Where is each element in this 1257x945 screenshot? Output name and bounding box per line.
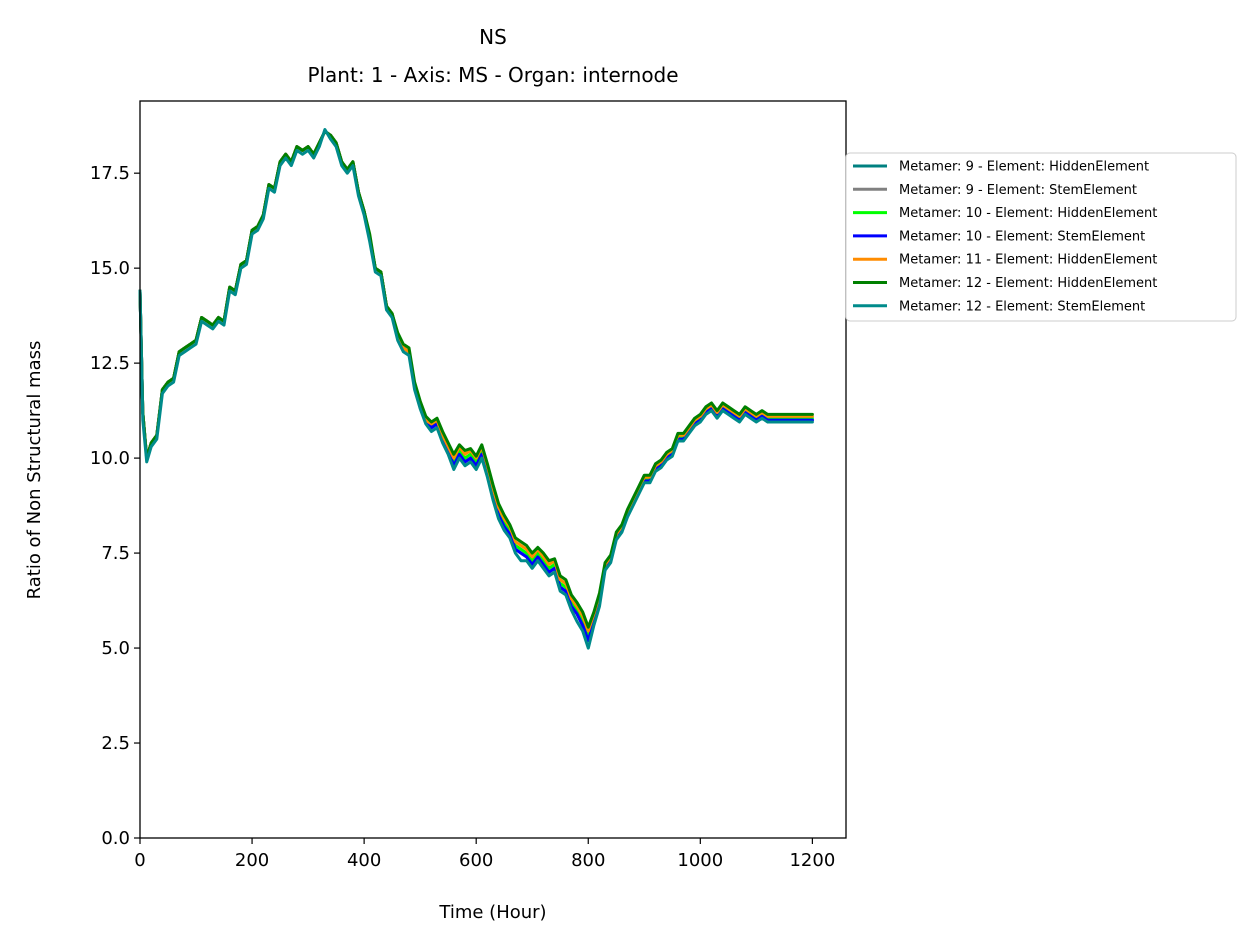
- y-tick-label: 7.5: [101, 543, 130, 564]
- y-tick-label: 5.0: [101, 638, 130, 659]
- y-axis-label: Ratio of Non Structural mass: [24, 341, 45, 600]
- x-tick-label: 600: [459, 850, 493, 871]
- legend-label: Metamer: 10 - Element: HiddenElement: [899, 206, 1157, 221]
- y-tick-label: 17.5: [90, 163, 130, 184]
- y-tick-label: 10.0: [90, 448, 130, 469]
- legend-label: Metamer: 9 - Element: HiddenElement: [899, 160, 1149, 175]
- legend-box: [845, 152, 1237, 322]
- chart-title: NS: [479, 25, 507, 49]
- y-tick-label: 12.5: [90, 353, 130, 374]
- x-tick-label: 1000: [677, 850, 723, 871]
- x-axis-label: Time (Hour): [438, 902, 546, 923]
- x-tick-label: 200: [235, 850, 269, 871]
- series-line-7: [138, 128, 814, 650]
- plot-frame: [139, 100, 847, 839]
- legend: Metamer: 9 - Element: HiddenElement Metam…: [845, 152, 1237, 322]
- plot-area: [138, 128, 814, 650]
- x-axis-ticks: 0 200 400 600 800 1000 1200: [134, 838, 835, 871]
- x-tick-label: 0: [134, 850, 145, 871]
- y-axis-ticks: 0.0 2.5 5.0 7.5 10.0 12.5 15.0 17.5: [90, 163, 140, 849]
- y-tick-label: 15.0: [90, 258, 130, 279]
- chart-subtitle: Plant: 1 - Axis: MS - Organ: internode: [307, 63, 678, 87]
- x-tick-label: 1200: [789, 850, 835, 871]
- y-tick-label: 2.5: [101, 733, 130, 754]
- legend-label: Metamer: 9 - Element: StemElement: [899, 183, 1137, 198]
- x-tick-label: 400: [347, 850, 381, 871]
- legend-label: Metamer: 12 - Element: HiddenElement: [899, 276, 1157, 291]
- x-tick-label: 800: [571, 850, 605, 871]
- legend-label: Metamer: 11 - Element: HiddenElement: [899, 253, 1157, 268]
- legend-label: Metamer: 12 - Element: StemElement: [899, 299, 1145, 314]
- legend-label: Metamer: 10 - Element: StemElement: [899, 229, 1145, 244]
- y-tick-label: 0.0: [101, 828, 130, 849]
